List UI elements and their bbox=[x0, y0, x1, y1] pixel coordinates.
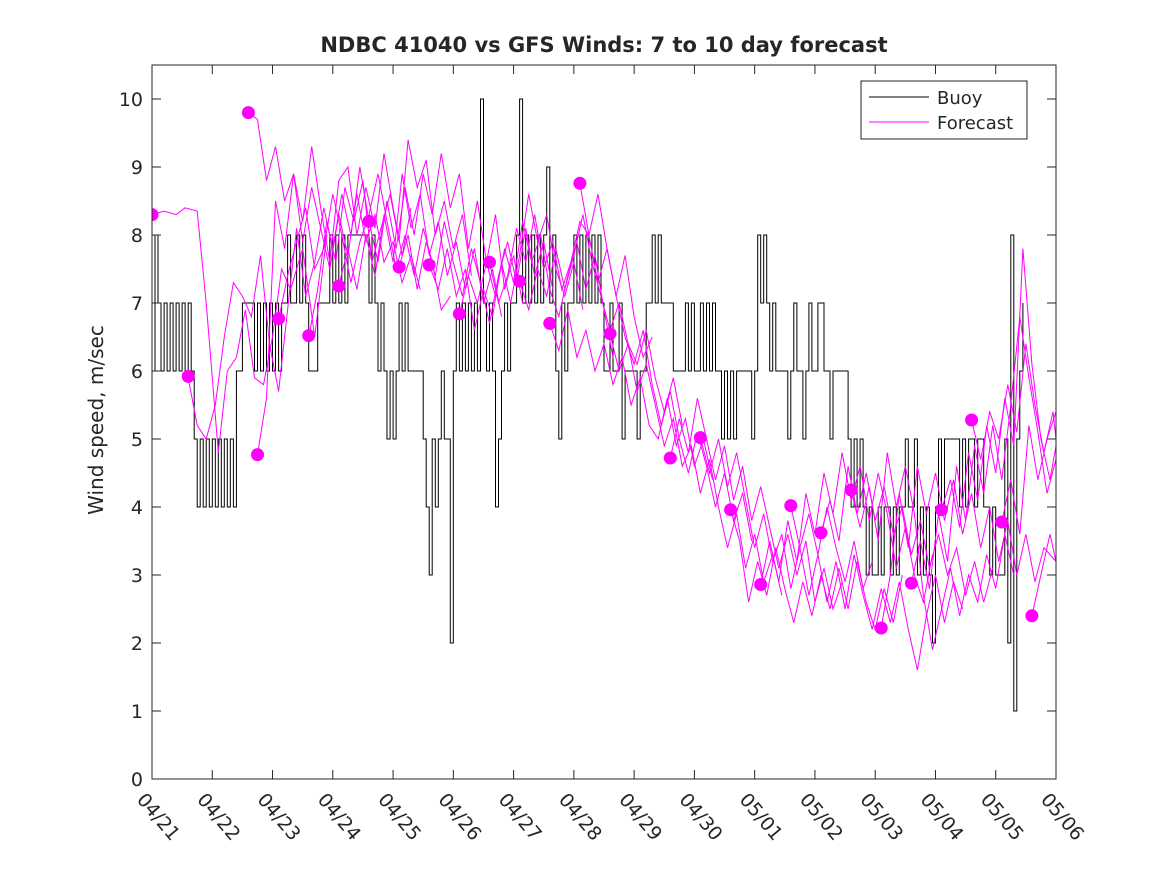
y-tick-label: 7 bbox=[131, 293, 143, 315]
forecast-point bbox=[663, 451, 677, 465]
forecast-series-line bbox=[428, 194, 584, 331]
forecast-point bbox=[814, 526, 828, 540]
forecast-point bbox=[904, 576, 918, 590]
data-layer bbox=[152, 98, 1056, 712]
chart-title: NDBC 41040 vs GFS Winds: 7 to 10 day for… bbox=[320, 33, 887, 57]
y-tick-label: 6 bbox=[131, 361, 143, 383]
forecast-point bbox=[935, 503, 948, 517]
forecast-point bbox=[573, 176, 587, 190]
forecast-series-line bbox=[910, 316, 1056, 589]
forecast-series-line bbox=[850, 452, 1015, 650]
forecast-point bbox=[754, 578, 768, 591]
y-tick-label: 2 bbox=[131, 633, 143, 655]
forecast-series-line bbox=[549, 309, 713, 480]
forecast-point bbox=[152, 208, 159, 222]
legend-label: Forecast bbox=[937, 113, 1013, 134]
forecast-point bbox=[302, 329, 316, 343]
y-tick-label: 5 bbox=[131, 429, 143, 451]
forecast-point bbox=[332, 279, 346, 293]
forecast-point bbox=[603, 327, 617, 341]
forecast-point bbox=[874, 621, 888, 635]
y-axis-label: Wind speed, m/sec bbox=[84, 325, 108, 515]
y-tick-label: 0 bbox=[131, 769, 143, 791]
forecast-series-line bbox=[458, 221, 614, 358]
forecast-point bbox=[452, 307, 466, 321]
legend-box bbox=[860, 80, 1028, 140]
forecast-series-line bbox=[669, 398, 843, 611]
forecast-series-line bbox=[820, 466, 994, 603]
forecast-point bbox=[965, 413, 979, 427]
forecast-series-line bbox=[489, 194, 653, 359]
y-tick-label: 8 bbox=[131, 225, 143, 247]
forecast-series-line bbox=[398, 221, 554, 324]
forecast-series-line bbox=[699, 437, 873, 591]
y-tick-label: 10 bbox=[119, 89, 143, 111]
plot-frame bbox=[151, 64, 1057, 780]
forecast-series-line bbox=[187, 166, 370, 441]
forecast-point bbox=[241, 106, 255, 120]
forecast-series-line bbox=[790, 505, 964, 671]
y-tick-label: 1 bbox=[131, 701, 143, 723]
forecast-point bbox=[693, 431, 707, 445]
forecast-point bbox=[272, 312, 286, 326]
forecast-point bbox=[483, 255, 496, 269]
forecast-point bbox=[844, 483, 858, 497]
forecast-point bbox=[422, 258, 436, 272]
forecast-series-line bbox=[152, 207, 328, 453]
legend-label: Buoy bbox=[937, 88, 983, 109]
forecast-point bbox=[1025, 609, 1039, 623]
forecast-series-line bbox=[257, 146, 412, 455]
forecast-series-line bbox=[519, 214, 683, 426]
forecast-series-line bbox=[368, 153, 524, 304]
forecast-series-line bbox=[278, 173, 451, 321]
forecast-series-line bbox=[880, 466, 1056, 629]
forecast-point bbox=[392, 260, 406, 274]
y-tick-label: 4 bbox=[131, 497, 143, 519]
legend: Buoy Forecast bbox=[860, 80, 1028, 140]
forecast-series-line bbox=[579, 183, 753, 542]
forecast-point bbox=[724, 503, 738, 517]
forecast-point bbox=[995, 515, 1009, 529]
forecast-point bbox=[362, 214, 376, 228]
forecast-point bbox=[251, 448, 264, 462]
forecast-point bbox=[181, 369, 195, 383]
forecast-point bbox=[543, 316, 557, 330]
forecast-series-line bbox=[1031, 534, 1056, 616]
y-tick-label: 9 bbox=[131, 157, 143, 179]
forecast-point bbox=[784, 499, 798, 513]
forecast-series-line bbox=[308, 139, 472, 338]
buoy-series-line bbox=[152, 98, 1024, 712]
forecast-point bbox=[513, 274, 527, 288]
y-tick-label: 3 bbox=[131, 565, 143, 587]
